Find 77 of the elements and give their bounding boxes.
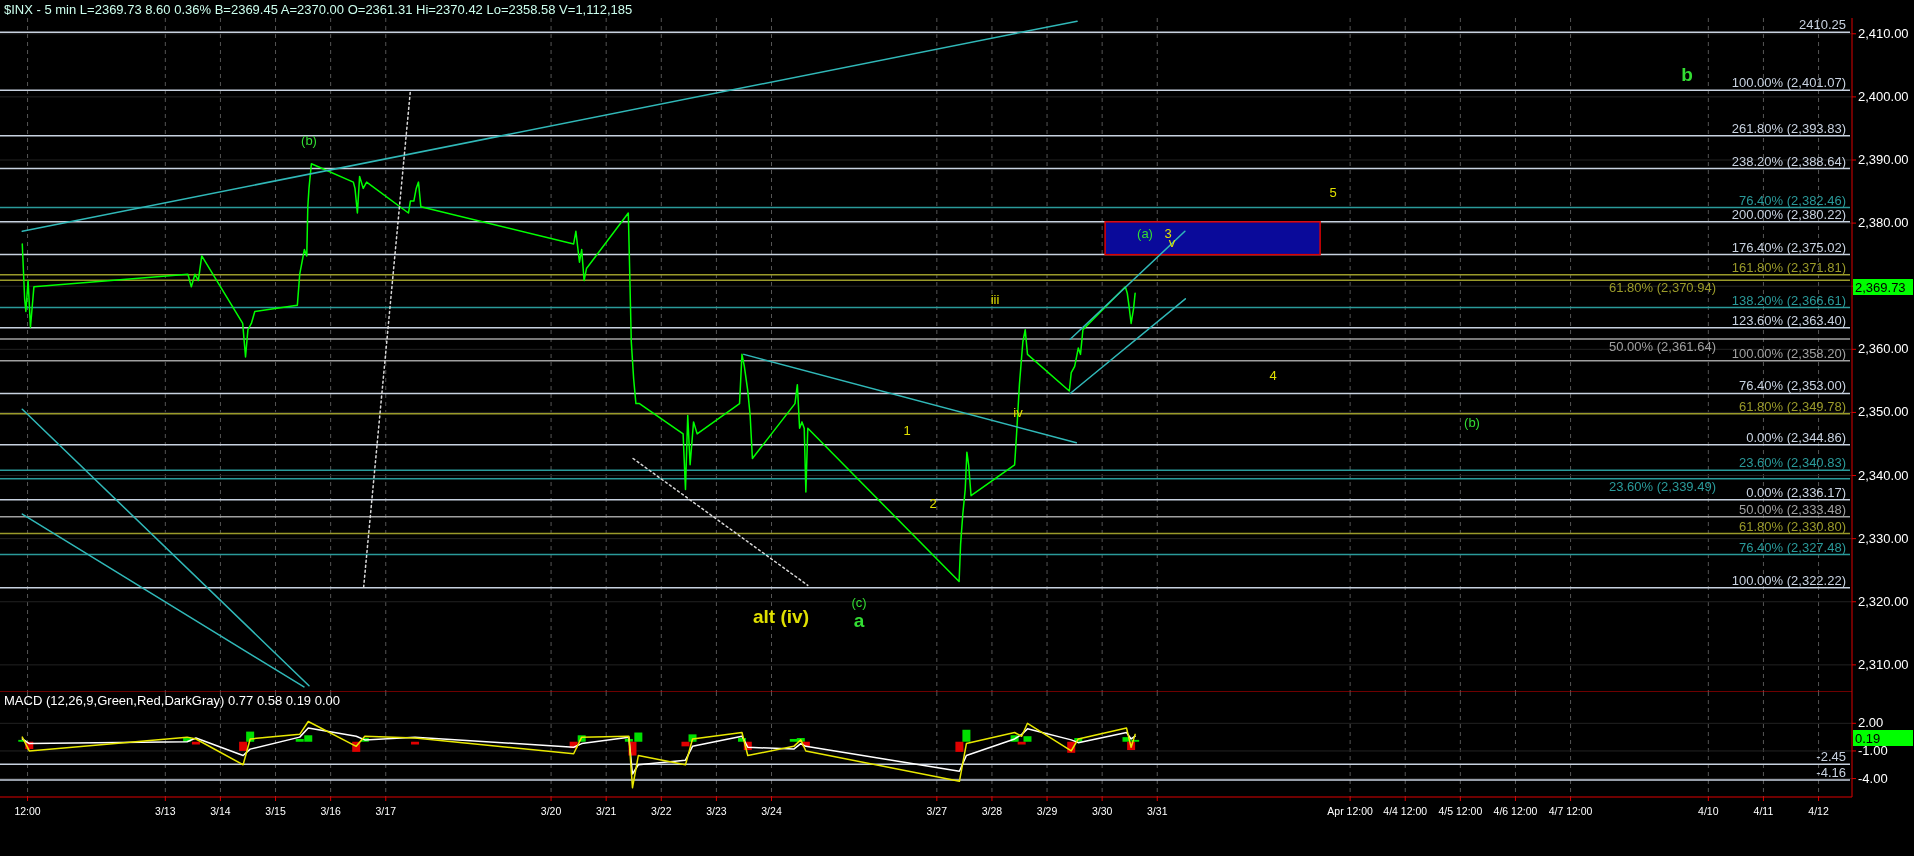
ref-line-label: 100.00% (2,358.20) <box>1731 345 1846 361</box>
x-tick-label: 3/14 <box>210 805 231 817</box>
x-tick-label: 3/27 <box>926 805 948 817</box>
x-tick-label: 3/20 <box>540 805 562 817</box>
x-tick-label: 4/10 <box>1698 805 1719 817</box>
annotation: b <box>1681 64 1693 85</box>
x-tick-label: 3/28 <box>981 805 1003 817</box>
ref-line-label: 50.00% (2,361.64) <box>1609 338 1716 354</box>
ref-line-label: 76.40% (2,353.00) <box>1739 378 1846 394</box>
ref-line-label: 123.60% (2,363.40) <box>1731 312 1846 328</box>
ref-line-label: 61.80% (2,370.94) <box>1609 280 1716 296</box>
ref-line-label: 61.80% (2,330.80) <box>1739 518 1846 534</box>
chart-title: $INX - 5 min L=2369.73 8.60 0.36% B=2369.45 A=2370.00 O=2361.31 Hi=2370.42 Lo=2358.58 V=1,112,185 <box>4 2 633 17</box>
ref-line-label: 61.80% (2,349.78) <box>1739 398 1846 414</box>
annotation: alt (iv) <box>753 606 809 627</box>
ref-line-label: 138.20% (2,366.61) <box>1731 292 1846 308</box>
x-tick-label: 3/21 <box>595 805 617 817</box>
ref-line-label: 50.00% (2,333.48) <box>1739 501 1846 517</box>
annotation: 4 <box>1269 368 1277 383</box>
x-tick-label: 12:00 <box>14 805 41 817</box>
annotation: 1 <box>903 423 911 438</box>
ref-line-label: 100.00% (2,401.07) <box>1731 75 1846 91</box>
y-tick-label: 2,400.00 <box>1858 88 1909 104</box>
x-tick-label: 3/22 <box>651 805 672 817</box>
x-tick-label: 4/6 12:00 <box>1493 805 1538 817</box>
ref-line-label: 100.00% (2,322.22) <box>1731 572 1846 588</box>
x-tick-label: 3/15 <box>265 805 286 817</box>
annotation: (c) <box>851 595 867 610</box>
x-tick-label: 3/24 <box>761 805 782 817</box>
x-tick-label: 4/4 12:00 <box>1383 805 1428 817</box>
annotation: (b) <box>1464 415 1480 430</box>
y-tick-label: 2,410.00 <box>1858 25 1909 41</box>
y-tick-label: 2,390.00 <box>1858 151 1909 167</box>
ref-line-label: 176.40% (2,375.02) <box>1731 239 1846 255</box>
ref-line-label: -4.16 <box>1816 765 1846 781</box>
annotation: (b) <box>301 133 317 148</box>
x-tick-label: 3/17 <box>375 805 397 817</box>
y-tick-label: 2,340.00 <box>1858 467 1909 483</box>
y-tick-label: 2.00 <box>1858 715 1884 731</box>
ref-line-label: 261.80% (2,393.83) <box>1731 120 1846 136</box>
y-tick-label: 2,360.00 <box>1858 341 1909 357</box>
y-tick-label: 2,330.00 <box>1858 530 1909 546</box>
x-tick-label: 3/16 <box>320 805 342 817</box>
ref-line-label: -2.45 <box>1816 749 1846 765</box>
y-tick-label: 2,380.00 <box>1858 215 1909 231</box>
x-tick-label: Apr 12:00 <box>1327 805 1374 817</box>
ref-line-label: 200.00% (2,380.22) <box>1731 206 1846 222</box>
y-tick-label: 2,310.00 <box>1858 656 1909 672</box>
x-tick-label: 3/29 <box>1036 805 1058 817</box>
ref-line-label: 23.60% (2,339.49) <box>1609 478 1716 494</box>
ref-line-label: 23.60% (2,340.83) <box>1739 455 1846 471</box>
y-tick-label: 2,350.00 <box>1858 404 1909 420</box>
x-tick-label: 4/5 12:00 <box>1438 805 1483 817</box>
ref-line-label: 0.00% (2,344.86) <box>1746 429 1846 445</box>
x-tick-label: 3/30 <box>1091 805 1113 817</box>
annotation: a <box>853 610 865 631</box>
annotation: 2 <box>929 496 937 511</box>
annotation: 3 <box>1164 226 1172 241</box>
chart-title: MACD (12,26,9,Green,Red,DarkGray) 0.77 0.58 0.19 0.00 <box>4 693 341 708</box>
x-tick-label: 4/7 12:00 <box>1548 805 1593 817</box>
ref-line-label: 161.80% (2,371.81) <box>1731 259 1846 275</box>
ref-line-label: 238.20% (2,388.64) <box>1731 153 1846 169</box>
annotation: (a) <box>1137 226 1153 241</box>
y-tick-label: -4.00 <box>1858 770 1888 786</box>
ref-line-label: 76.40% (2,382.46) <box>1739 192 1846 208</box>
x-tick-label: 4/11 <box>1753 805 1774 817</box>
y-tick-label: 2,320.00 <box>1858 593 1909 609</box>
x-tick-label: 3/23 <box>706 805 727 817</box>
x-tick-label: 4/12 <box>1808 805 1829 817</box>
ref-line-label: 76.40% (2,327.48) <box>1739 539 1846 555</box>
ref-line-label: 2410.25 <box>1799 17 1846 33</box>
text: 2,369.73 <box>1855 280 1906 295</box>
x-tick-label: 3/31 <box>1147 805 1168 817</box>
annotation: iii <box>990 292 1000 307</box>
ref-line-label: 0.00% (2,336.17) <box>1746 484 1846 500</box>
x-tick-label: 3/13 <box>155 805 176 817</box>
annotation: 5 <box>1329 185 1337 200</box>
